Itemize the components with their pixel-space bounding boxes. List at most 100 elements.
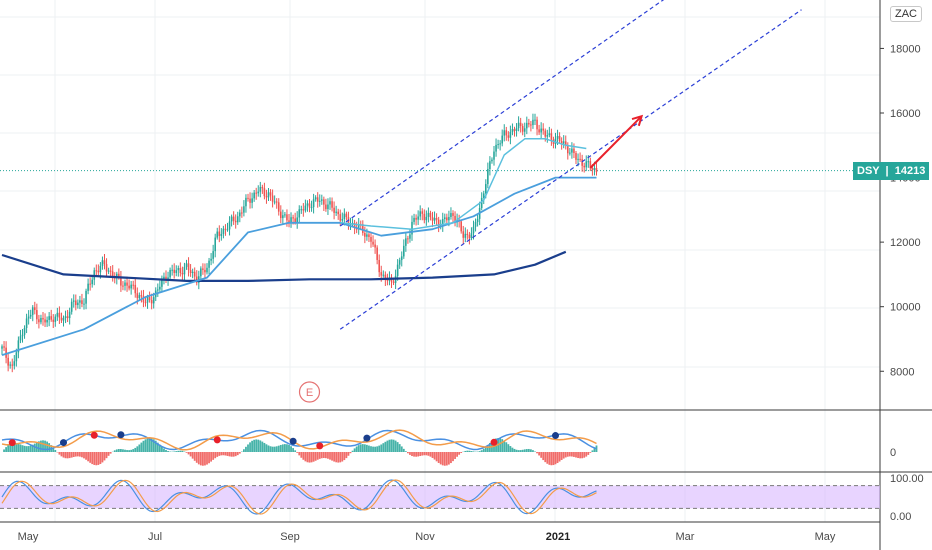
oscillator-bar (226, 452, 229, 456)
oscillator-bar (91, 452, 94, 465)
oscillator-bar (327, 452, 329, 459)
oscillator-bar (550, 452, 553, 466)
candle-body (550, 133, 553, 140)
oscillator-bar (247, 444, 249, 452)
candle-body (485, 184, 487, 194)
candle-body (310, 207, 313, 209)
candle-body (296, 217, 298, 223)
candle-body (107, 270, 110, 272)
oscillator-bar (85, 452, 87, 460)
candle-body (585, 161, 588, 168)
candle-body (581, 159, 583, 166)
candle-body (220, 233, 223, 236)
candle-body (48, 316, 50, 320)
oscillator-bar (456, 452, 458, 457)
candle-body (150, 300, 153, 304)
candle-body (228, 221, 231, 230)
candle-body (314, 197, 317, 200)
stochastic-panel: 100.00 0.00 (0, 473, 924, 523)
oscillator-bar (259, 440, 262, 452)
oscillator-bar (38, 441, 40, 452)
candle-body (263, 188, 266, 197)
candle-body (218, 231, 221, 236)
candle-body (316, 197, 319, 202)
oscillator-bar (390, 439, 393, 452)
candle-body (530, 124, 532, 126)
oscillator-bar (62, 452, 65, 458)
oscillator-bar (548, 452, 551, 465)
oscillator-bar (552, 452, 555, 466)
oscillator-bar (435, 452, 438, 462)
oscillator-bar (517, 450, 520, 452)
candle-body (376, 247, 378, 260)
oscillator-bar (331, 452, 333, 461)
oscillator-bar (286, 444, 288, 452)
oscillator-bar (298, 452, 301, 456)
oscillator-bar (499, 438, 502, 452)
candle-body (130, 284, 132, 289)
oscillator-bar (19, 444, 22, 452)
oscillator-bar (503, 440, 506, 452)
oscillator-bar (482, 448, 485, 452)
candle-body (275, 201, 278, 203)
oscillator-bar (300, 452, 303, 458)
oscillator-bar (589, 452, 592, 453)
candle-body (415, 217, 417, 220)
candle-body (13, 361, 16, 366)
oscillator-bar (251, 440, 253, 452)
trend-arrow-head (631, 114, 644, 127)
oscillator-bar (64, 452, 67, 459)
candle-body (122, 285, 124, 287)
candle-body (206, 267, 208, 273)
oscillator-bar (66, 452, 69, 459)
oscillator-bar (23, 445, 26, 452)
oscillator-bar (144, 439, 147, 452)
candle-body (519, 122, 522, 127)
candle-body (534, 119, 536, 121)
oscillator-bar (478, 451, 481, 452)
oscillator-bar (150, 438, 153, 452)
oscillator-bar (507, 444, 510, 452)
candle-body (136, 293, 139, 299)
candle-body (302, 209, 305, 211)
candle-body (536, 119, 538, 130)
candle-body (97, 270, 100, 273)
oscillator-bar (105, 452, 108, 459)
candle-body (7, 357, 9, 366)
oscillator-bar (132, 449, 135, 452)
candle-body (5, 347, 7, 358)
oscillator-bar (113, 450, 116, 452)
currency-badge[interactable]: ZAC (890, 6, 922, 22)
oscillator-bar (115, 449, 118, 452)
oscillator-bar (404, 451, 407, 452)
candle-body (493, 151, 495, 160)
candle-body (148, 297, 151, 301)
candle-body (382, 274, 385, 276)
last-price-value: 14213 (894, 164, 926, 177)
oscillator-bar (519, 450, 522, 452)
candle-body (587, 161, 590, 163)
oscillator-bar (427, 452, 430, 456)
candle-body (523, 128, 526, 132)
candle-body (403, 245, 405, 257)
oscillator-bar (267, 445, 270, 452)
candle-body (243, 206, 245, 213)
candle-body (79, 300, 81, 303)
oscillator-line-fast (1, 429, 597, 451)
candle-body (532, 119, 534, 126)
oscillator-bar (136, 446, 139, 452)
time-tick-label: May (815, 531, 836, 543)
oscillator-bar (407, 452, 409, 454)
candle-body (497, 144, 499, 146)
oscillator-bar (232, 452, 235, 457)
candle-body (152, 297, 155, 304)
candle-body (75, 300, 77, 306)
oscillator-bar (345, 452, 348, 459)
time-tick-label: Sep (280, 531, 300, 543)
candle-body (52, 319, 55, 322)
candle-body (325, 204, 327, 210)
oscillator-bar (83, 452, 85, 459)
oscillator-bar (9, 443, 12, 452)
oscillator-bar (195, 452, 198, 463)
